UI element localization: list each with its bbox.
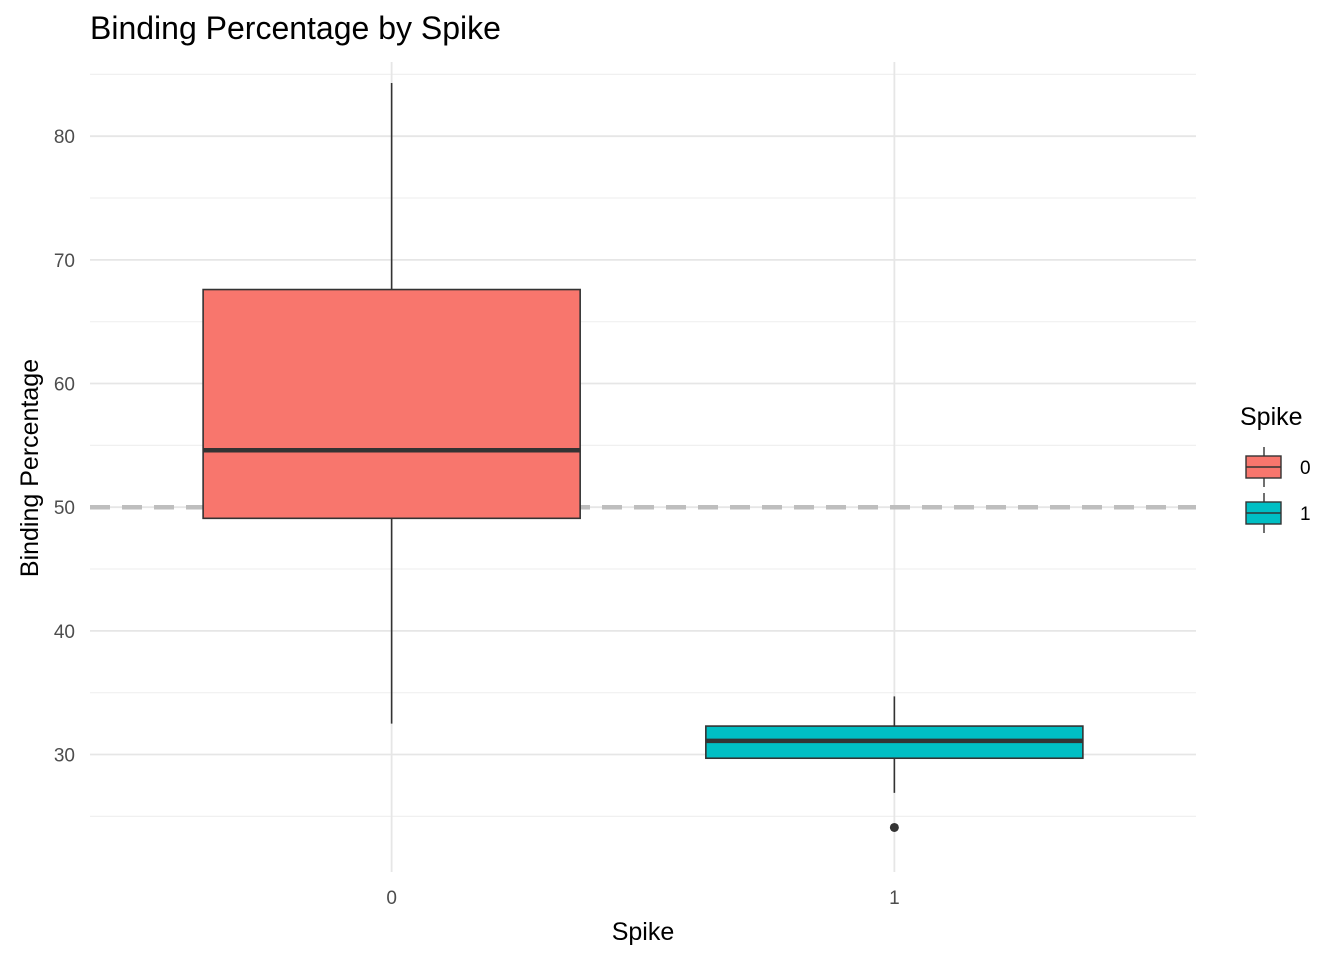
x-axis-title: Spike <box>612 918 675 946</box>
x-tick-label: 0 <box>386 888 397 909</box>
x-tick-label: 1 <box>889 888 900 909</box>
box-1 <box>705 696 1084 832</box>
legend-item-0: 0 <box>1245 447 1311 487</box>
outlier-point <box>889 822 899 832</box>
legend-item-1: 1 <box>1245 493 1311 533</box>
y-axis-ticks: 30 40 50 60 70 80 <box>54 127 75 766</box>
legend-title: Spike <box>1240 403 1303 431</box>
boxes-group <box>202 83 1084 832</box>
y-tick-label: 60 <box>54 375 75 396</box>
y-tick-label: 40 <box>54 622 75 643</box>
box-rect <box>202 288 581 520</box>
y-axis-title: Binding Percentage <box>16 359 44 577</box>
box-0 <box>202 83 581 724</box>
y-tick-label: 70 <box>54 251 75 272</box>
chart-title: Binding Percentage by Spike <box>90 10 501 46</box>
y-tick-label: 30 <box>54 746 75 767</box>
legend: Spike 0 1 <box>1240 403 1311 533</box>
legend-label: 0 <box>1300 458 1311 479</box>
legend-label: 1 <box>1300 504 1311 525</box>
y-tick-label: 80 <box>54 127 75 148</box>
y-tick-label: 50 <box>54 498 75 519</box>
